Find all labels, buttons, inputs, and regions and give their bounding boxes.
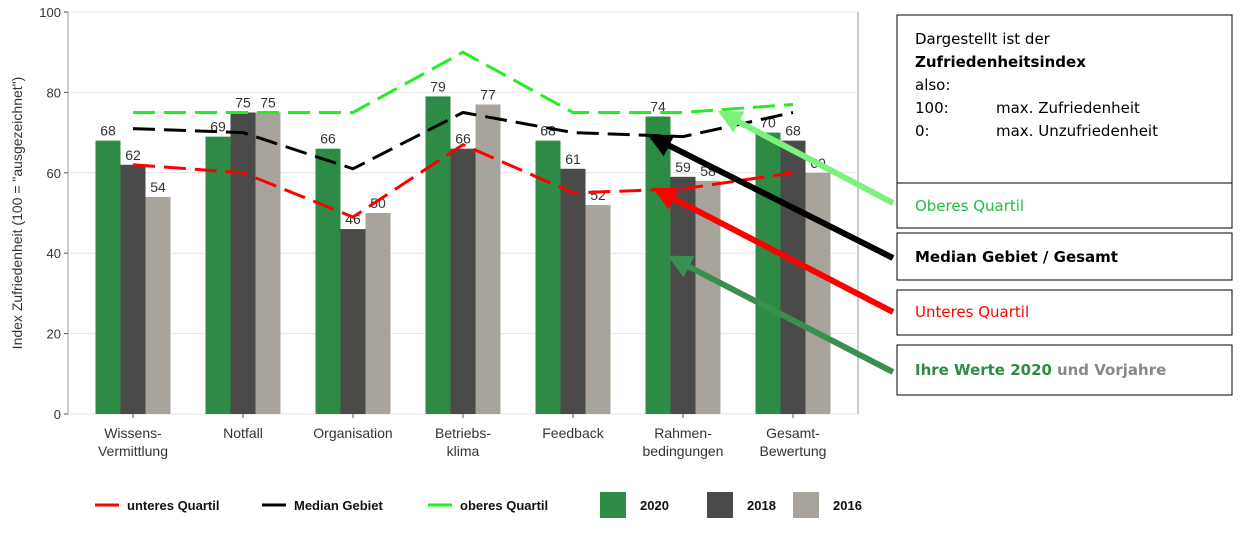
legend-label: 2020 [640, 498, 669, 513]
bar [780, 140, 806, 414]
callout-text: Median Gebiet / Gesamt [915, 248, 1118, 266]
info-key: 100: [915, 99, 949, 117]
bar [450, 148, 476, 414]
bar [340, 229, 366, 414]
bar [145, 196, 171, 414]
callout-part: Ihre Werte 2020 [915, 361, 1052, 379]
legend-label: oberes Quartil [460, 498, 548, 513]
bar [425, 96, 451, 415]
x-tick-label: Betriebs-klima [435, 425, 491, 459]
legend-label: Median Gebiet [294, 498, 384, 513]
info-key: 0: [915, 122, 930, 140]
info-value: max. Zufriedenheit [996, 99, 1140, 117]
bar [585, 204, 611, 414]
arrow [667, 255, 895, 375]
bar [535, 140, 561, 414]
value-label: 61 [565, 151, 581, 167]
bar [255, 112, 281, 414]
info-text: Dargestellt ist der [915, 30, 1051, 48]
bar [365, 213, 391, 414]
bar [205, 136, 231, 414]
line [132, 110, 794, 171]
legend-label: 2018 [747, 498, 776, 513]
callout-box [896, 289, 1233, 336]
info-value: max. Unzufriedenheit [996, 122, 1158, 140]
callout-text: Ihre Werte 2020 und Vorjahre [915, 361, 1166, 379]
value-label: 75 [260, 95, 276, 111]
legend-swatch [600, 492, 626, 518]
arrow [717, 110, 895, 206]
info-text: also: [915, 76, 950, 94]
value-label: 68 [100, 123, 116, 139]
x-tick-label: Notfall [223, 425, 263, 441]
value-label: 74 [650, 99, 666, 115]
callout-box [896, 344, 1233, 396]
y-tick-label: 100 [39, 5, 61, 20]
callout-part: und Vorjahre [1057, 361, 1166, 379]
x-tick-label: Wissens-Vermittlung [98, 425, 168, 459]
x-tick-label: Organisation [313, 425, 392, 441]
bar [805, 172, 831, 414]
y-tick-label: 60 [47, 166, 61, 181]
x-tick-label: Rahmen-bedingungen [643, 425, 724, 459]
callout-text: Unteres Quartil [915, 303, 1029, 321]
value-label: 68 [540, 123, 556, 139]
bar [645, 116, 671, 415]
bar [315, 148, 341, 414]
legend-label: unteres Quartil [127, 498, 219, 513]
value-label: 75 [235, 95, 251, 111]
value-label: 54 [150, 179, 166, 195]
value-label: 52 [590, 187, 606, 203]
arrow [647, 134, 895, 261]
value-label: 66 [455, 131, 471, 147]
y-tick-label: 20 [47, 327, 61, 342]
info-text: Zufriedenheitsindex [915, 53, 1086, 71]
x-tick-label: Gesamt-Bewertung [760, 425, 827, 459]
callout-box [896, 182, 1233, 229]
arrow [652, 187, 895, 315]
bar [755, 132, 781, 414]
y-axis-title: Index Zufriedenheit (100 = "ausgezeichne… [9, 77, 25, 350]
y-tick-label: 80 [47, 85, 61, 100]
legend-label: 2016 [833, 498, 862, 513]
line [132, 142, 794, 219]
info-box [896, 14, 1233, 186]
bar [120, 164, 146, 414]
callout-box [896, 232, 1233, 281]
value-label: 59 [675, 159, 691, 175]
y-tick-label: 0 [54, 407, 61, 422]
bar [230, 112, 256, 414]
value-label: 77 [480, 86, 496, 102]
bar [670, 176, 696, 414]
bar [560, 168, 586, 414]
value-label: 66 [320, 131, 336, 147]
legend-swatch [707, 492, 733, 518]
value-label: 68 [785, 123, 801, 139]
legend-swatch [793, 492, 819, 518]
x-tick-label: Feedback [542, 425, 604, 441]
y-tick-label: 40 [47, 246, 61, 261]
value-label: 79 [430, 78, 446, 94]
callout-text: Oberes Quartil [915, 197, 1024, 215]
bar [95, 140, 121, 414]
line [133, 50, 794, 114]
value-label: 62 [125, 147, 141, 163]
